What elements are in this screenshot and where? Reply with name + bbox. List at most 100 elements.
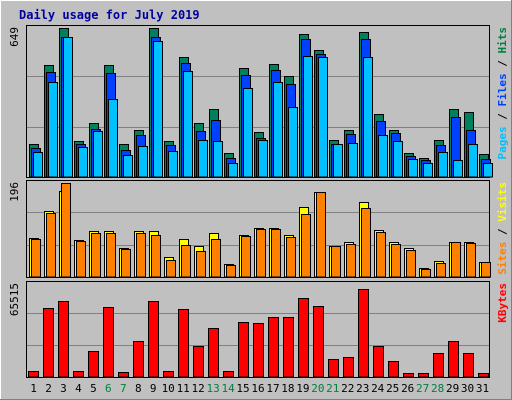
x-tick-label-day-1: 1 (30, 382, 37, 395)
bar-pages-day-2 (48, 82, 58, 178)
bar-kbytes-day-1 (28, 371, 39, 378)
x-tick-label-day-3: 3 (60, 382, 67, 395)
bar-sites-day-2 (46, 213, 56, 278)
bar-pages-day-7 (123, 155, 133, 178)
panel-middle-legend-part-3: Visits (496, 182, 509, 222)
bar-sites-day-28 (436, 263, 446, 278)
bar-sites-day-10 (166, 260, 176, 278)
x-tick-label-day-22: 22 (341, 382, 354, 395)
bar-pages-day-30 (468, 144, 478, 178)
bar-sites-day-15 (241, 236, 251, 278)
bar-kbytes-day-20 (313, 306, 324, 378)
bar-kbytes-day-14 (223, 371, 234, 378)
panel-middle-legend-part-1: Sites (496, 242, 509, 275)
bar-sites-day-25 (391, 244, 401, 278)
bar-sites-day-20 (316, 192, 326, 278)
panel-middle-series-sites (31, 183, 491, 278)
x-tick-label-day-17: 17 (266, 382, 279, 395)
bar-sites-day-17 (271, 229, 281, 278)
bar-kbytes-day-15 (238, 322, 249, 378)
panel-bottom-legend: KBytes (496, 283, 509, 323)
bar-pages-day-19 (303, 56, 313, 178)
bar-pages-day-20 (318, 57, 328, 178)
bar-kbytes-day-26 (403, 373, 414, 378)
bar-pages-day-6 (108, 99, 118, 178)
bar-pages-day-3 (63, 37, 73, 178)
bar-pages-day-5 (93, 131, 103, 178)
bar-kbytes-day-30 (463, 353, 474, 378)
bar-kbytes-day-16 (253, 323, 264, 378)
bar-pages-day-14 (228, 163, 238, 178)
bar-pages-day-21 (333, 144, 343, 178)
x-tick-label-day-21: 21 (326, 382, 339, 395)
panel-top-series-pages (33, 37, 493, 178)
x-tick-label-day-26: 26 (401, 382, 414, 395)
bar-kbytes-day-13 (208, 328, 219, 378)
bar-sites-day-9 (151, 235, 161, 278)
bar-sites-day-7 (121, 249, 131, 278)
bar-kbytes-day-7 (118, 372, 129, 378)
x-axis-day-labels: 1 2 3 4 5 6 7 8 9 10 11 12 13 14 15 16 17 18 19 20 21 22 23 24 2… (30, 382, 489, 395)
panel-bottom-legend-part-1: KBytes (496, 283, 509, 323)
x-tick-label-day-20: 20 (311, 382, 324, 395)
bar-kbytes-day-4 (73, 371, 84, 378)
bar-pages-day-27 (423, 163, 433, 178)
bar-kbytes-day-28 (433, 353, 444, 378)
bar-pages-day-16 (258, 140, 268, 178)
bar-sites-day-27 (421, 269, 431, 278)
bar-kbytes-day-9 (148, 301, 159, 378)
bar-pages-day-1 (33, 152, 43, 178)
bar-pages-day-10 (168, 151, 178, 178)
x-tick-label-day-12: 12 (191, 382, 204, 395)
x-tick-label-day-30: 30 (461, 382, 474, 395)
x-tick-label-day-19: 19 (296, 382, 309, 395)
bar-sites-day-16 (256, 229, 266, 278)
bar-sites-day-21 (331, 246, 341, 278)
bar-kbytes-day-3 (58, 301, 69, 378)
x-tick-label-day-13: 13 (206, 382, 219, 395)
bar-sites-day-3 (61, 183, 71, 278)
bar-kbytes-day-2 (43, 308, 54, 378)
bar-sites-day-30 (466, 243, 476, 278)
x-tick-label-day-25: 25 (386, 382, 399, 395)
x-tick-label-day-31: 31 (476, 382, 489, 395)
bar-kbytes-day-5 (88, 351, 99, 378)
panel-top-legend-part-3: Files (496, 73, 509, 106)
x-tick-label-day-11: 11 (177, 382, 190, 395)
bar-kbytes-day-22 (343, 357, 354, 378)
bar-pages-day-22 (348, 143, 358, 178)
bar-sites-day-12 (196, 251, 206, 278)
chart-title: Daily usage for July 2019 (19, 8, 200, 22)
bar-sites-day-22 (346, 244, 356, 278)
bar-sites-day-11 (181, 245, 191, 278)
bar-pages-day-23 (363, 57, 373, 178)
x-tick-label-day-14: 14 (221, 382, 235, 395)
panel-middle-legend: Sites / Visits (496, 182, 509, 275)
bar-pages-day-25 (393, 141, 403, 178)
bar-kbytes-day-29 (448, 341, 459, 378)
x-tick-label-day-27: 27 (416, 382, 429, 395)
bar-pages-day-15 (243, 88, 253, 178)
x-tick-label-day-9: 9 (150, 382, 157, 395)
bar-sites-day-14 (226, 265, 236, 278)
bar-pages-day-4 (78, 147, 88, 178)
bar-kbytes-day-25 (388, 361, 399, 378)
bar-sites-day-18 (286, 237, 296, 278)
bar-kbytes-day-21 (328, 359, 339, 378)
bar-sites-day-31 (481, 262, 491, 278)
panel-bottom: 65515 KBytes (8, 281, 509, 378)
bar-sites-day-8 (136, 233, 146, 278)
bar-kbytes-day-23 (358, 289, 369, 378)
panel-middle-legend-part-2: / (496, 222, 509, 242)
bar-sites-day-24 (376, 232, 386, 278)
bar-pages-day-26 (408, 159, 418, 178)
bar-pages-day-11 (183, 71, 193, 178)
bar-pages-day-8 (138, 146, 148, 178)
x-tick-label-day-16: 16 (251, 382, 264, 395)
bar-pages-day-13 (213, 141, 223, 178)
bar-sites-day-26 (406, 250, 416, 278)
panel-top-legend-part-5: Hits (496, 27, 509, 54)
bar-sites-day-6 (106, 233, 116, 278)
panel-top-legend: Pages / Files / Hits (496, 27, 509, 160)
